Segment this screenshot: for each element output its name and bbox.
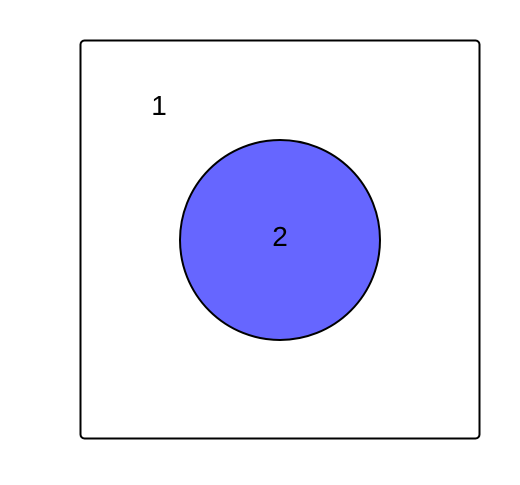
outer-region-label: 1 — [151, 90, 167, 121]
inner-circle — [179, 139, 381, 341]
inner-circle-label: 2 — [272, 221, 288, 252]
